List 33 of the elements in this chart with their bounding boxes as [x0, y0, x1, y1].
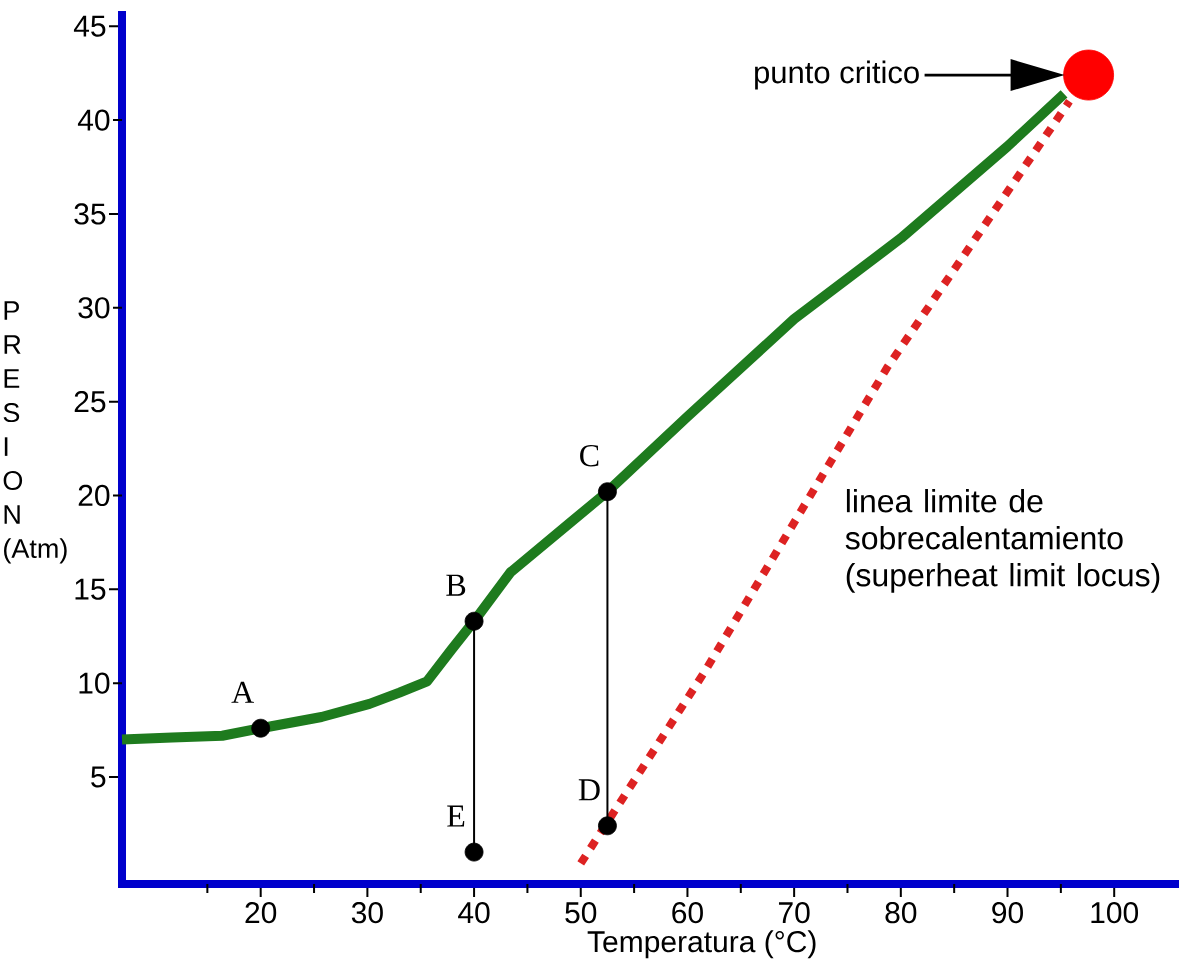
y-tick-label: 5: [91, 766, 106, 788]
annotation: E: [447, 805, 465, 827]
point: [464, 611, 484, 631]
annotation: D: [578, 779, 600, 801]
annotation: punto critico: [755, 60, 919, 90]
x-tick-label: 100: [1091, 902, 1139, 924]
y-tick-label: 35: [74, 203, 106, 225]
x-tick-label: 70: [778, 902, 810, 924]
y-tick-label: 10: [79, 672, 110, 694]
y-axis-title: PRESION (Atm): [3, 301, 67, 564]
point: [598, 816, 617, 836]
x-tick-label: 40: [458, 902, 490, 924]
x-tick-label: 60: [672, 902, 703, 924]
x-tick-label: 80: [885, 902, 917, 924]
annotation: C: [580, 444, 599, 467]
series-label: linea limite de sobrecalentamiento (superheat limit locus): [845, 489, 1160, 593]
y-tick-label: 30: [78, 297, 110, 319]
x-tick-label: 20: [245, 902, 277, 924]
y-tick-label: 25: [74, 391, 106, 413]
annotation: A: [231, 681, 255, 703]
point: [464, 842, 484, 862]
x-tick-label: 90: [992, 902, 1023, 924]
y-tick-label: 15: [75, 578, 106, 600]
y-tick-label: 45: [73, 15, 106, 37]
point: [1063, 49, 1114, 101]
x-tick-label: 30: [351, 902, 383, 924]
y-tick-label: 40: [77, 109, 110, 131]
x-axis-title: Temperatura (°C): [587, 930, 816, 959]
y-tick-label: 20: [78, 484, 110, 507]
x-tick-label: 50: [565, 902, 597, 924]
point: [598, 482, 617, 502]
point: [251, 718, 271, 738]
annotation: B: [446, 574, 466, 596]
